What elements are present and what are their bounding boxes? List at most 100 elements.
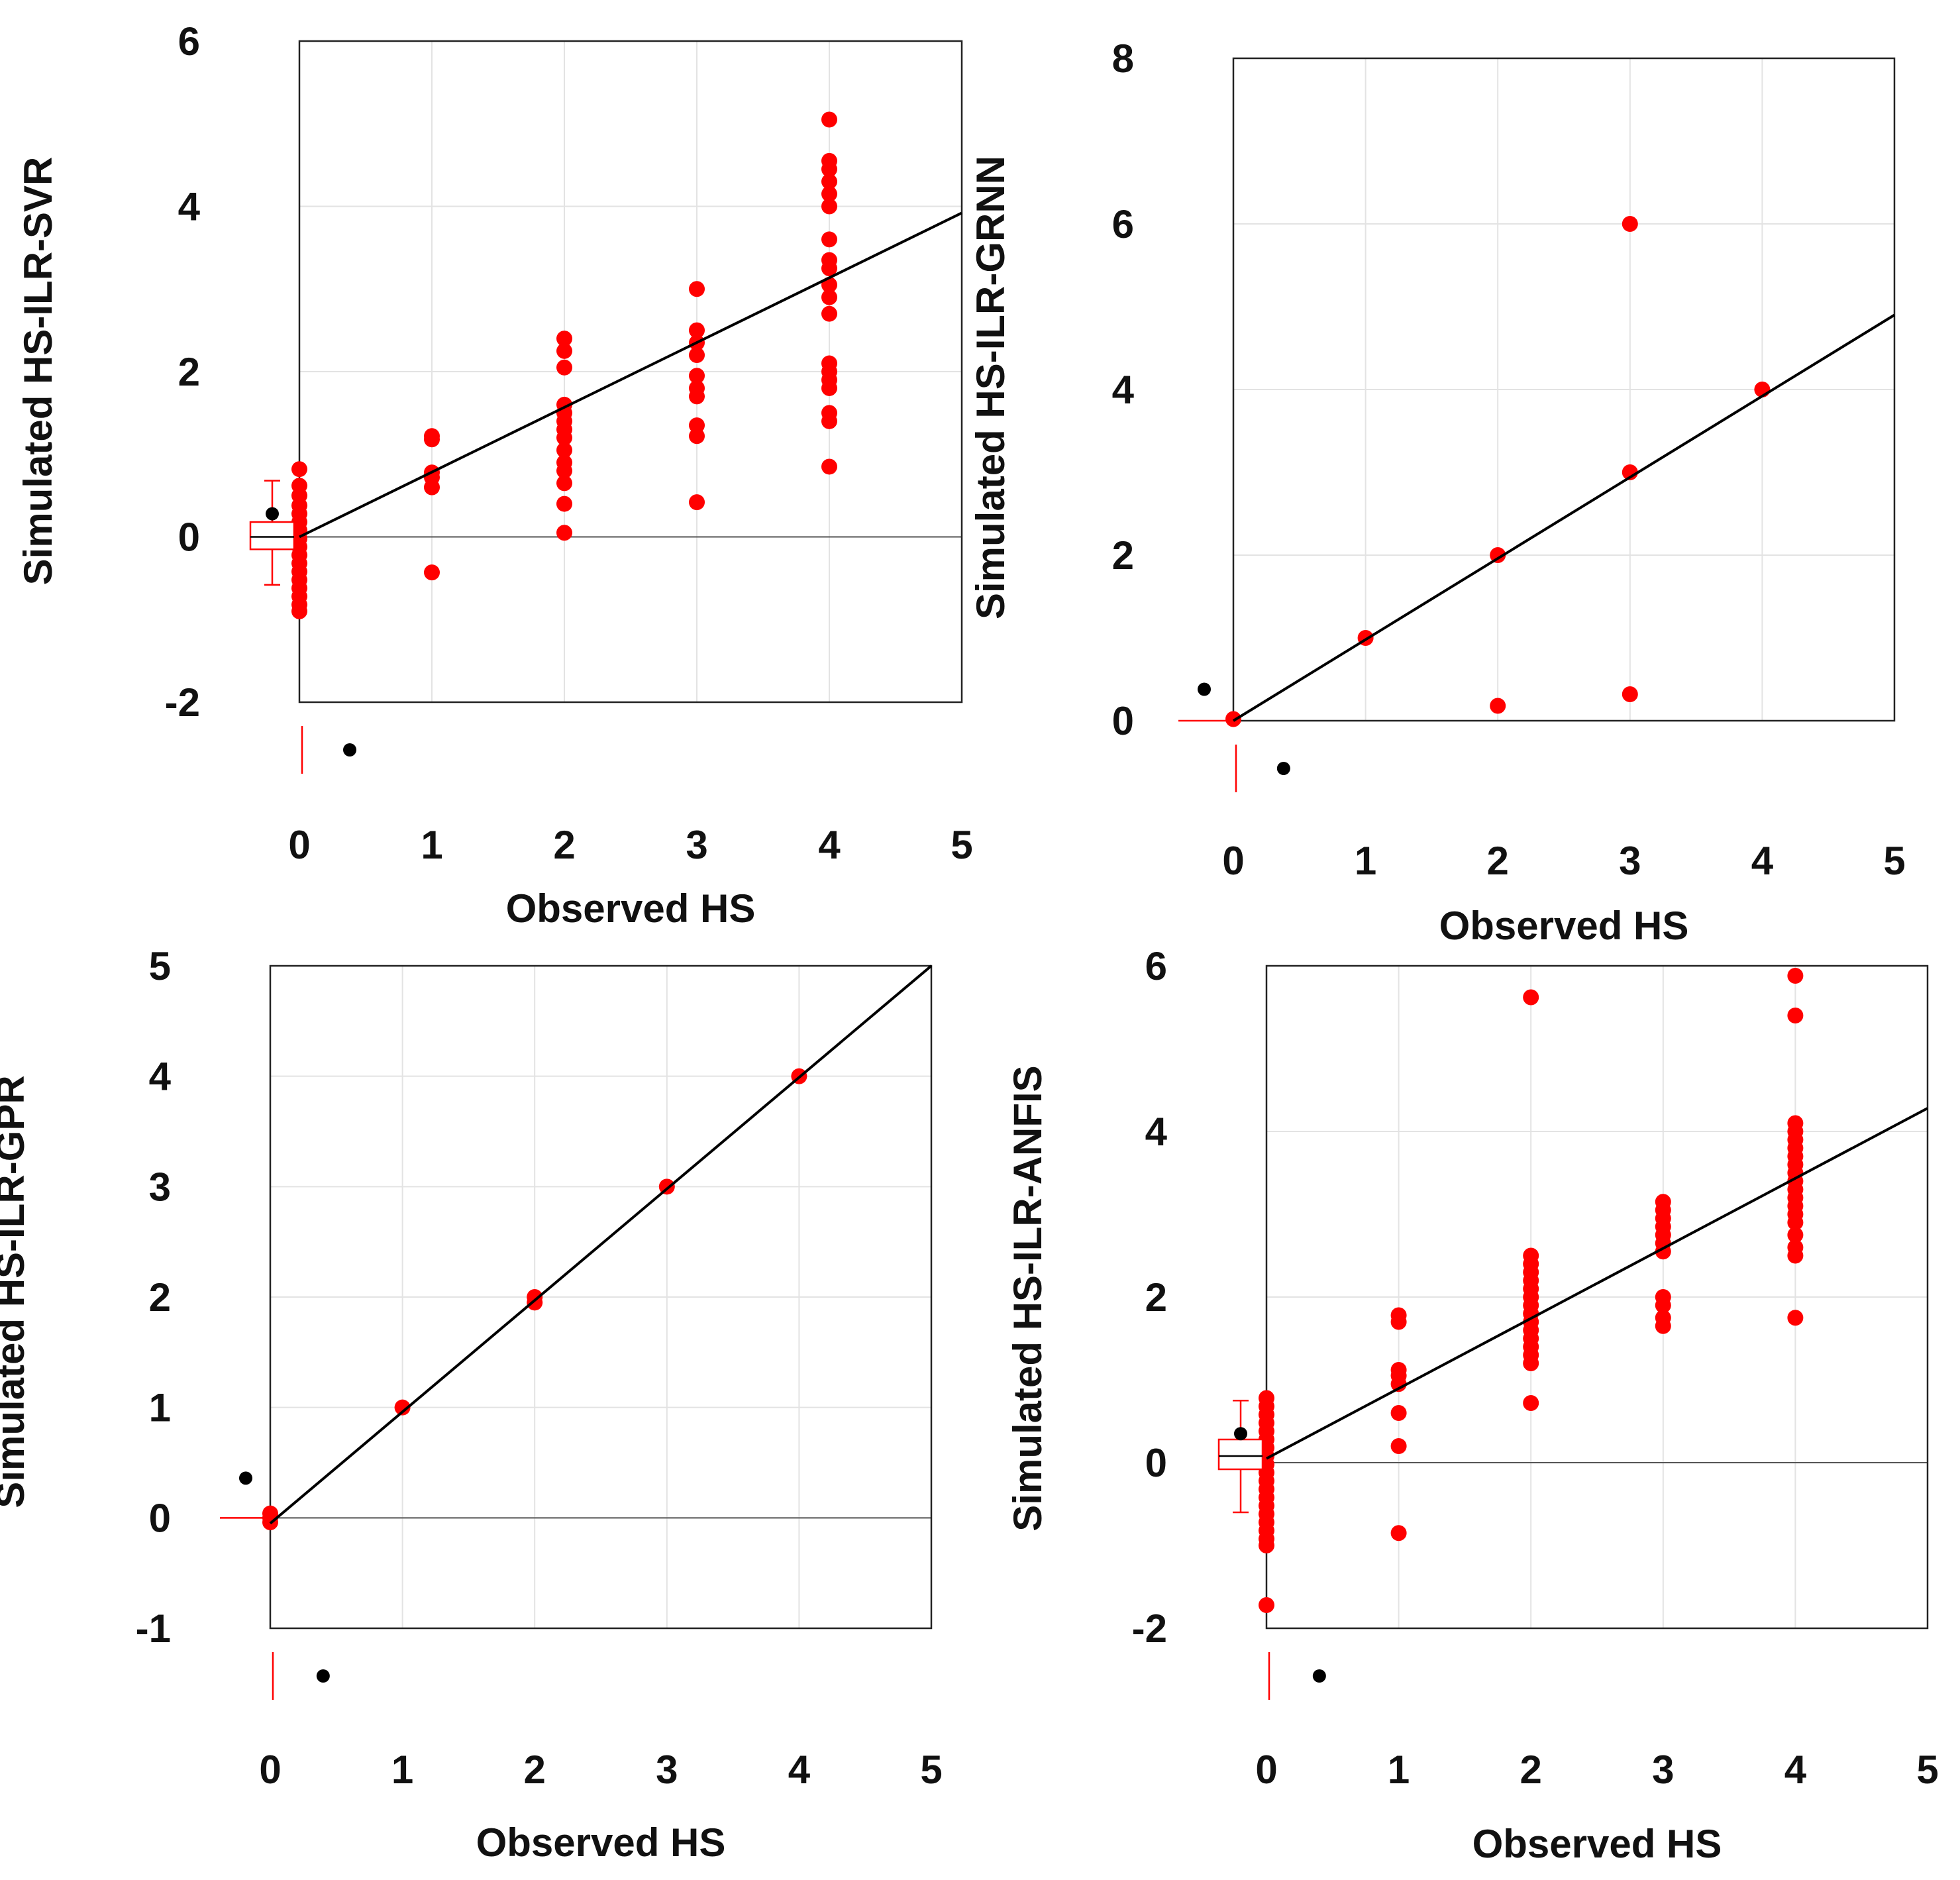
x-tick-label: 2: [1520, 1748, 1542, 1792]
data-point: [821, 185, 837, 202]
fit-line: [299, 211, 962, 539]
data-point: [556, 331, 572, 347]
y-tick-label: 4: [1112, 368, 1135, 412]
data-point: [424, 564, 440, 581]
x-tick-label: 1: [391, 1748, 413, 1792]
data-point: [556, 359, 572, 376]
plot-area-frame: [1232, 57, 1896, 722]
data-point: [1390, 1314, 1407, 1330]
x-tick-label: 3: [656, 1748, 678, 1792]
y-tick-label: 5: [149, 944, 171, 988]
data-point: [1259, 1538, 1274, 1553]
data-point: [689, 388, 705, 405]
fit-line: [1232, 313, 1896, 722]
data-point: [1523, 1355, 1539, 1371]
data-point: [1655, 1318, 1671, 1334]
data-point: [1390, 1525, 1407, 1541]
y-mean-marker: [266, 507, 279, 521]
x-mean-marker: [1276, 762, 1290, 775]
data-point: [1490, 698, 1506, 714]
data-point: [1622, 216, 1638, 232]
data-point: [1787, 1227, 1804, 1243]
y-axis-title: Simulated HS-ILR-ANFIS: [1006, 1065, 1050, 1531]
data-point: [821, 305, 837, 322]
y-tick-label: -2: [1132, 1606, 1167, 1651]
chart-panel-1: 0 1 2 3 4 5 -2 0 2 4 6 Observed HS Simulated HS-ILR-…: [16, 19, 973, 931]
y-tick-label: 2: [1145, 1275, 1167, 1320]
x-tick-label: 4: [788, 1748, 811, 1792]
data-point: [689, 322, 705, 339]
data-point: [689, 347, 705, 364]
y-tick-label: 4: [178, 185, 201, 229]
x-tick-label: 5: [920, 1748, 942, 1792]
y-tick-label: 3: [149, 1165, 171, 1209]
x-tick-label: 4: [1751, 839, 1774, 883]
x-tick-label: 0: [1255, 1748, 1277, 1792]
data-point: [689, 428, 705, 444]
data-point: [821, 198, 837, 215]
x-tick-label: 5: [1916, 1748, 1938, 1792]
data-point: [1259, 1597, 1274, 1613]
data-point: [556, 525, 572, 541]
chart-panel-4: 0 1 2 3 4 5 -2 0 2 4 6 Observed HS Simulated HS-ILR-…: [1006, 944, 1939, 1866]
box-body: [249, 521, 295, 550]
x-mean-marker: [1312, 1669, 1326, 1683]
data-point: [1787, 1310, 1804, 1326]
data-point: [821, 289, 837, 305]
y-mean-marker: [1198, 682, 1211, 696]
data-point: [1787, 968, 1804, 984]
data-point: [424, 431, 440, 448]
data-point: [689, 281, 705, 297]
data-point: [821, 111, 837, 128]
y-axis-title: Simulated HS-ILR-SVR: [16, 157, 60, 586]
data-point: [1523, 1395, 1539, 1411]
y-tick-label: 6: [1145, 944, 1167, 988]
y-tick-label: 8: [1112, 36, 1134, 81]
data-point: [1390, 1376, 1407, 1392]
box-body: [1217, 1438, 1264, 1471]
x-mean-marker: [343, 743, 356, 757]
data-point: [556, 462, 572, 479]
y-tick-label: 2: [1112, 533, 1134, 578]
x-tick-label: 0: [259, 1748, 281, 1792]
data-point: [1787, 1247, 1804, 1264]
y-marginal-boxplot: [249, 480, 295, 586]
x-tick-label: 0: [1222, 839, 1244, 883]
x-axis-title: Observed HS: [506, 886, 756, 931]
x-tick-label: 4: [1784, 1748, 1807, 1792]
data-point: [821, 413, 837, 429]
y-tick-label: 6: [178, 19, 200, 64]
y-axis-title: Simulated HS-ILR-GRNN: [968, 156, 1013, 619]
data-point: [821, 174, 837, 190]
chart-panel-3: 0 1 2 3 4 5 -1 0 1 2 3 4 5 Observed HS Simulated HS-IL…: [0, 944, 943, 1865]
y-mean-marker: [239, 1471, 252, 1485]
data-point: [821, 380, 837, 396]
data-point: [556, 342, 572, 359]
data-point: [291, 461, 307, 478]
data-point: [291, 603, 307, 619]
data-point: [556, 429, 572, 446]
data-point: [424, 479, 440, 496]
x-tick-label: 1: [1355, 839, 1376, 883]
data-point: [821, 458, 837, 475]
y-tick-label: 0: [1112, 699, 1134, 743]
y-tick-label: 0: [178, 515, 200, 560]
plot-area-frame: [269, 965, 933, 1630]
x-axis-title: Observed HS: [1439, 904, 1689, 948]
x-tick-label: 3: [1619, 839, 1641, 883]
y-tick-label: 4: [1145, 1110, 1168, 1154]
plot-area-frame: [298, 40, 963, 704]
x-tick-label: 3: [686, 823, 707, 867]
data-point: [556, 442, 572, 458]
data-point: [689, 494, 705, 511]
x-tick-label: 5: [1883, 839, 1905, 883]
data-point: [1523, 989, 1539, 1006]
x-tick-label: 1: [421, 823, 442, 867]
x-tick-label: 4: [818, 823, 841, 867]
y-tick-label: 4: [149, 1055, 172, 1099]
y-tick-label: 2: [178, 350, 200, 394]
x-mean-marker: [316, 1669, 330, 1683]
y-tick-label: -2: [165, 680, 200, 725]
x-tick-label: 2: [524, 1748, 546, 1792]
